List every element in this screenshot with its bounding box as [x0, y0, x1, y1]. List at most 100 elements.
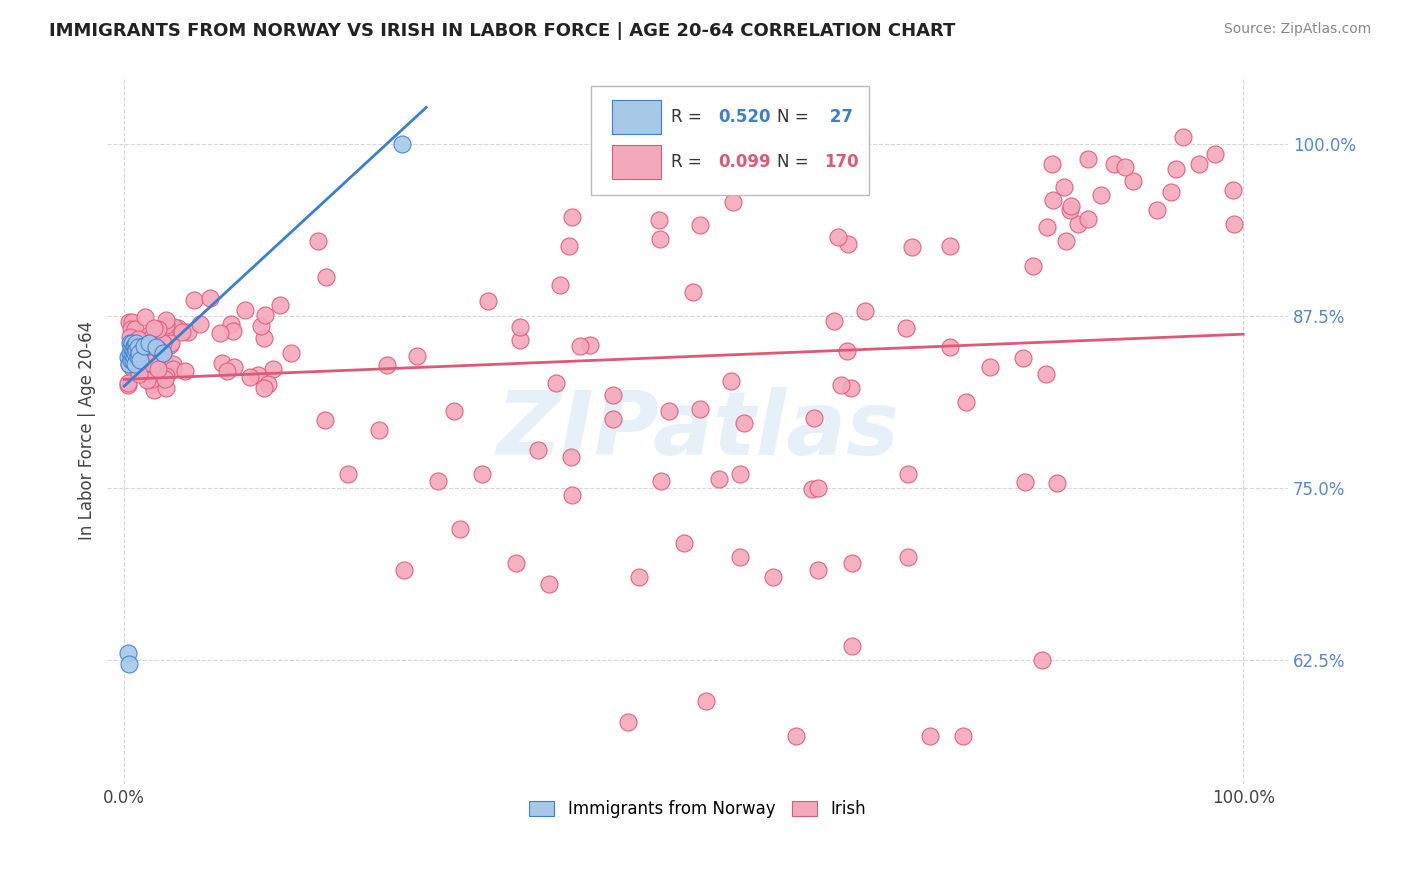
Point — [841, 557, 863, 571]
Point — [128, 367, 150, 381]
Point — [391, 136, 413, 151]
Point — [117, 350, 139, 364]
Point — [127, 345, 149, 359]
Point — [1053, 180, 1076, 194]
Point — [1114, 160, 1136, 174]
Point — [837, 236, 859, 251]
Point — [979, 360, 1001, 375]
FancyBboxPatch shape — [592, 86, 869, 195]
Point — [785, 729, 807, 743]
Point — [162, 358, 184, 372]
Point — [896, 467, 918, 481]
Bar — [612, 100, 661, 134]
Point — [579, 338, 602, 352]
Point — [627, 570, 650, 584]
Point — [131, 351, 153, 366]
Point — [707, 472, 730, 486]
Point — [315, 270, 337, 285]
Point — [449, 522, 471, 536]
Point — [163, 319, 186, 334]
Point — [1160, 185, 1182, 199]
Point — [124, 339, 146, 353]
Point — [247, 368, 270, 382]
Point — [127, 340, 149, 354]
Point — [253, 381, 276, 395]
Point — [211, 355, 233, 369]
Point — [152, 346, 174, 360]
Point — [138, 328, 160, 343]
Point — [129, 335, 152, 350]
Text: 0.520: 0.520 — [717, 108, 770, 126]
Point — [1204, 146, 1226, 161]
Point — [146, 361, 169, 376]
Point — [124, 322, 146, 336]
Point — [807, 563, 830, 577]
Point — [801, 482, 824, 496]
Point — [939, 340, 962, 354]
Point — [720, 375, 742, 389]
Point — [558, 239, 581, 253]
Point — [602, 387, 624, 401]
Point — [118, 358, 141, 372]
Point — [125, 343, 148, 357]
Point — [762, 570, 785, 584]
Point — [695, 694, 717, 708]
Point — [250, 318, 273, 333]
Point — [1042, 193, 1064, 207]
Point — [896, 321, 918, 335]
Point — [124, 346, 146, 360]
Point — [190, 317, 212, 331]
Point — [728, 549, 751, 564]
Point — [807, 481, 830, 495]
Point — [1164, 161, 1187, 176]
Point — [1171, 129, 1194, 144]
Point — [146, 322, 169, 336]
Point — [650, 474, 672, 488]
Point — [1031, 653, 1053, 667]
Text: IMMIGRANTS FROM NORWAY VS IRISH IN LABOR FORCE | AGE 20-64 CORRELATION CHART: IMMIGRANTS FROM NORWAY VS IRISH IN LABOR… — [49, 22, 956, 40]
Point — [118, 315, 141, 329]
Point — [262, 362, 284, 376]
Point — [128, 346, 150, 360]
Point — [155, 368, 177, 383]
Point — [127, 332, 149, 346]
Point — [336, 467, 359, 481]
Point — [170, 325, 193, 339]
Text: 27: 27 — [824, 108, 853, 126]
Point — [122, 350, 145, 364]
Bar — [612, 145, 661, 179]
Point — [122, 343, 145, 357]
Point — [1036, 219, 1059, 234]
Point — [938, 239, 960, 253]
Point — [602, 411, 624, 425]
Point — [648, 212, 671, 227]
Point — [1035, 367, 1057, 381]
Point — [561, 211, 583, 225]
Text: Source: ZipAtlas.com: Source: ZipAtlas.com — [1223, 22, 1371, 37]
Point — [117, 357, 139, 371]
Point — [221, 317, 243, 331]
Y-axis label: In Labor Force | Age 20-64: In Labor Force | Age 20-64 — [79, 321, 96, 541]
Point — [155, 330, 177, 344]
Point — [803, 411, 825, 425]
Point — [538, 577, 561, 591]
Point — [167, 321, 190, 335]
Point — [135, 373, 157, 387]
Point — [148, 343, 170, 357]
Point — [139, 331, 162, 345]
Point — [117, 376, 139, 391]
Point — [955, 395, 977, 409]
Point — [141, 376, 163, 391]
Point — [129, 360, 152, 375]
Text: N =: N = — [776, 153, 814, 171]
Point — [728, 467, 751, 481]
Point — [122, 339, 145, 353]
Point — [527, 443, 550, 458]
Point — [139, 356, 162, 370]
Point — [546, 376, 568, 391]
Point — [153, 372, 176, 386]
Point — [134, 339, 156, 353]
Point — [1022, 260, 1045, 274]
Point — [253, 308, 276, 322]
Point — [839, 380, 862, 394]
